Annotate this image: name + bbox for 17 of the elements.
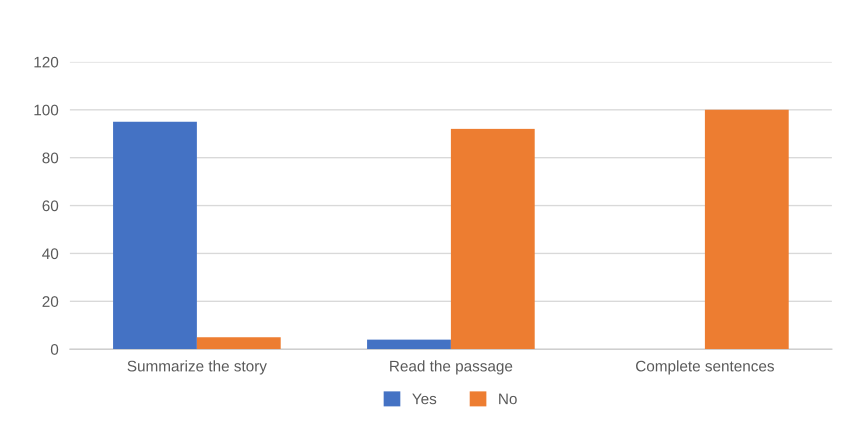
bar xyxy=(704,110,789,350)
y-tick-label: 20 xyxy=(42,296,58,307)
x-tick-label: Summarize the story xyxy=(128,360,267,375)
bar xyxy=(367,340,451,350)
x-tick-label: Read the passage xyxy=(390,360,512,375)
y-tick-label: 100 xyxy=(34,104,58,116)
y-tick-label: 0 xyxy=(50,344,58,355)
bar xyxy=(113,122,197,350)
y-tick-label: 120 xyxy=(34,56,58,68)
legend-label: No xyxy=(499,394,517,404)
bar xyxy=(450,128,535,350)
y-tick-label: 60 xyxy=(42,200,58,212)
y-tick-label: 40 xyxy=(42,248,58,260)
x-tick-label: Complete sentences xyxy=(636,360,774,375)
y-tick-label: 80 xyxy=(42,152,58,164)
bar xyxy=(196,337,281,350)
legend-label: Yes xyxy=(412,394,436,404)
